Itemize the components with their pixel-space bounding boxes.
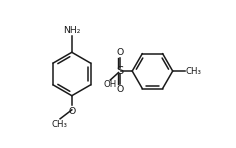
Text: O: O [116,85,124,94]
Text: O: O [116,48,124,57]
Text: CH₃: CH₃ [51,120,67,129]
Text: O: O [68,107,76,116]
Text: S: S [116,66,124,76]
Text: CH₃: CH₃ [186,67,202,76]
Text: OH: OH [103,81,116,89]
Text: NH₂: NH₂ [63,26,80,35]
